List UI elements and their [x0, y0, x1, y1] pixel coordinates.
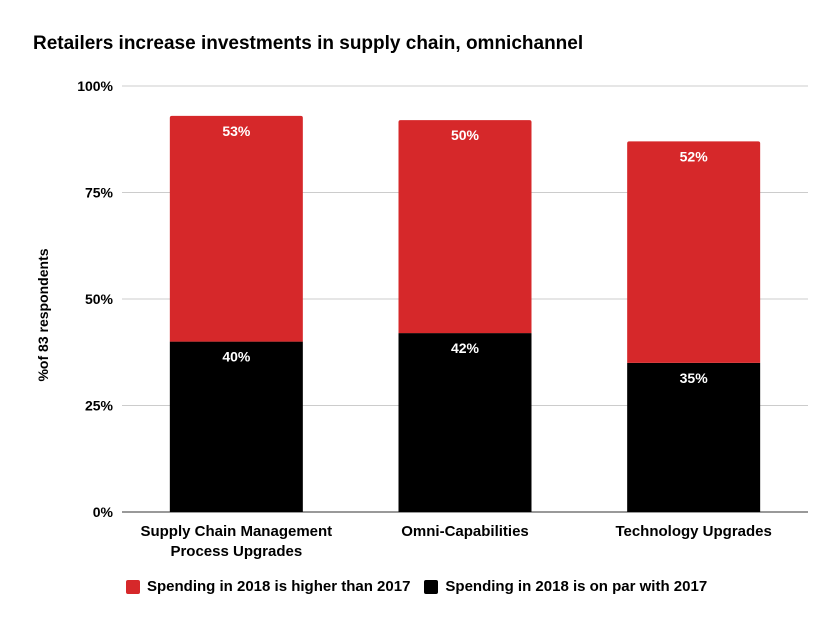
- y-tick-label: 50%: [85, 291, 114, 307]
- data-label: 35%: [680, 370, 709, 386]
- bar-segment: [169, 341, 303, 512]
- y-tick-label: 25%: [85, 398, 114, 414]
- legend-label-on-par: Spending in 2018 is on par with 2017: [445, 578, 708, 595]
- y-tick-label: 100%: [77, 78, 113, 94]
- data-label: 50%: [451, 127, 480, 143]
- x-tick-label: Technology Upgrades: [615, 523, 771, 540]
- y-axis-label: %of 83 respondents: [35, 248, 51, 381]
- x-tick-label: Supply Chain Management: [140, 523, 332, 540]
- bar-segment: [627, 141, 761, 363]
- data-label: 52%: [680, 148, 709, 164]
- legend: Spending in 2018 is higher than 2017 Spe…: [126, 578, 721, 595]
- bar-segment: [627, 362, 761, 512]
- data-label: 53%: [222, 123, 251, 139]
- data-label: 40%: [222, 349, 251, 365]
- bar-segment: [398, 333, 532, 512]
- legend-label-higher: Spending in 2018 is higher than 2017: [147, 578, 411, 595]
- chart-title: Retailers increase investments in supply…: [33, 33, 584, 54]
- y-tick-label: 0%: [93, 504, 114, 520]
- bar-segment: [169, 115, 303, 342]
- legend-item-on-par: Spending in 2018 is on par with 2017: [424, 578, 707, 595]
- y-tick-label: 75%: [85, 185, 114, 201]
- data-label: 42%: [451, 340, 480, 356]
- x-tick-label: Omni-Capabilities: [401, 523, 529, 540]
- legend-swatch-on-par: [424, 579, 439, 594]
- x-tick-label: Process Upgrades: [170, 543, 302, 560]
- legend-item-higher: Spending in 2018 is higher than 2017: [126, 578, 410, 595]
- bar-segment: [398, 120, 532, 334]
- legend-swatch-higher: [126, 579, 140, 594]
